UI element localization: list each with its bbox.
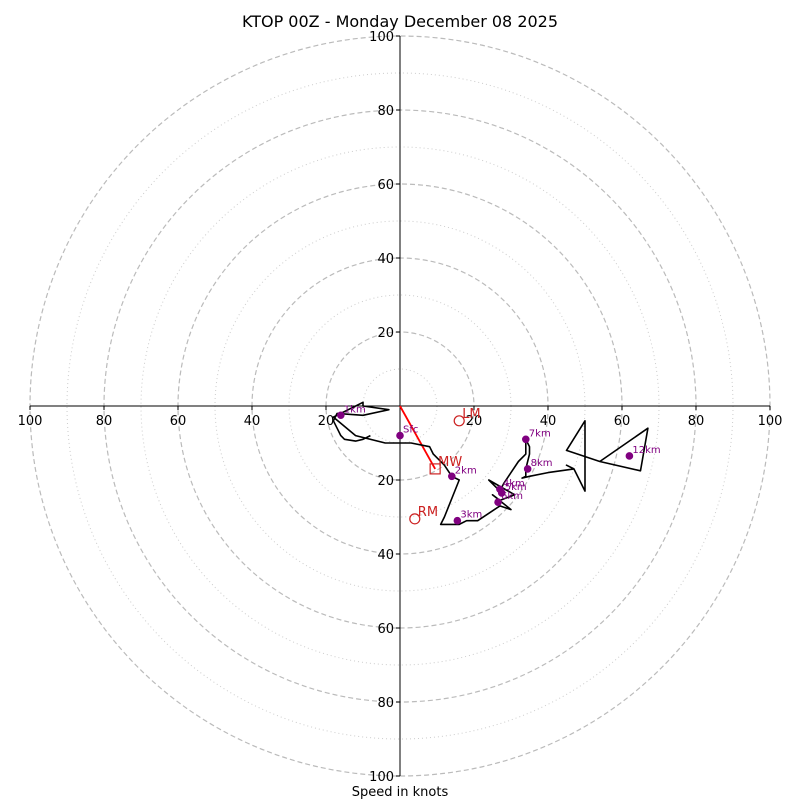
x-tick-label: 20	[466, 414, 483, 429]
x-tick-label: 80	[96, 414, 113, 429]
chart-title: KTOP 00Z - Monday December 08 2025	[242, 12, 558, 31]
y-tick-label: 100	[369, 770, 394, 785]
height-marker-5km	[497, 489, 506, 497]
height-label-7km: 7km	[529, 428, 551, 439]
y-tick-label: 20	[377, 326, 394, 341]
height-marker-1km	[337, 411, 345, 420]
storm-motion-lm-label: LM	[462, 407, 480, 422]
x-tick-label: 20	[318, 414, 335, 429]
x-tick-label: 60	[170, 414, 187, 429]
y-tick-label: 100	[369, 30, 394, 45]
storm-motion-mw-marker	[429, 463, 441, 475]
x-tick-label: 60	[614, 414, 631, 429]
height-label-1km: 1km	[344, 404, 366, 415]
height-marker-sfc	[396, 431, 404, 440]
height-label-4km: 4km	[503, 478, 525, 489]
storm-motion-rm-label: RM	[418, 505, 438, 520]
wind-trace-line	[332, 401, 649, 526]
height-marker-6km	[494, 498, 502, 507]
y-tick-label: 80	[377, 696, 394, 711]
x-tick-label: 40	[244, 414, 261, 429]
x-tick-label: 40	[540, 414, 557, 429]
y-tick-label: 20	[377, 474, 394, 489]
mean-wind-vector	[399, 405, 436, 470]
x-tick-label: 100	[18, 414, 43, 429]
height-label-12km: 12km	[632, 445, 660, 456]
y-tick-label: 40	[377, 252, 394, 267]
y-tick-label: 60	[377, 622, 394, 637]
height-label-sfc: Sfc	[403, 425, 418, 436]
height-marker-7km	[522, 435, 530, 444]
storm-motion-layer: LM MW RM	[409, 407, 481, 525]
height-label-5km: 5km	[505, 482, 527, 493]
height-marker-8km	[523, 465, 532, 473]
height-marker-2km	[448, 472, 456, 481]
height-label-6km: 6km	[501, 491, 523, 502]
height-marker-3km	[453, 516, 462, 525]
wind-trace-layer	[332, 401, 649, 526]
y-tick-label: 80	[377, 104, 394, 119]
axes: 100 80 60 40 20 20 40 60 80 100 20 40 60 80 100 20 40 60 8…	[18, 30, 783, 785]
height-label-3km: 3km	[460, 510, 482, 521]
y-tick-label: 60	[377, 178, 394, 193]
height-label-2km: 2km	[455, 465, 477, 476]
storm-motion-mw-label: MW	[438, 455, 462, 470]
y-tick-label: 40	[377, 548, 394, 563]
height-label-8km: 8km	[531, 458, 553, 469]
storm-motion-lm-marker	[453, 415, 465, 427]
storm-motion-rm-marker	[409, 513, 421, 525]
height-marker-12km	[625, 452, 634, 460]
x-tick-label: 80	[688, 414, 705, 429]
x-tick-label: 100	[758, 414, 783, 429]
x-axis-label: Speed in knots	[352, 785, 449, 800]
